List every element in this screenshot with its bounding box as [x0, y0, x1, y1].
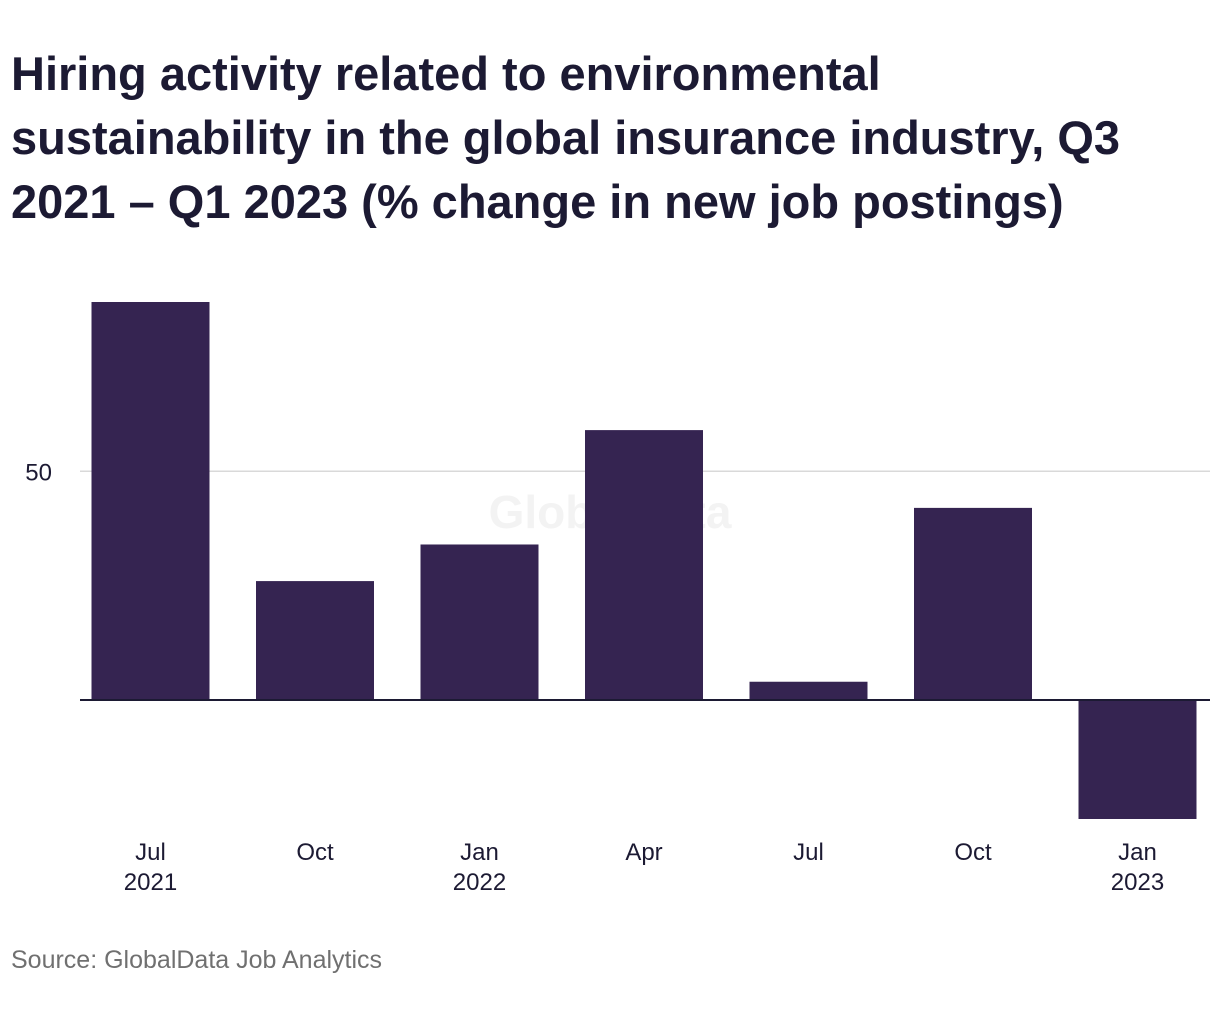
x-tick-year-label: 2021 [124, 869, 177, 896]
x-tick-year-label: 2023 [1111, 869, 1164, 896]
bar-0 [91, 302, 210, 701]
bar-6 [1078, 700, 1197, 819]
x-tick-label: Oct [296, 839, 334, 866]
x-tick-year-label: 2022 [453, 869, 506, 896]
bar-2 [420, 544, 539, 701]
source-note: Source: GlobalData Job Analytics [11, 946, 383, 974]
x-tick-label: Jul [135, 839, 166, 866]
chart-title: Hiring activity related to environmental… [11, 47, 1121, 228]
bar-4 [749, 681, 868, 701]
bar-1 [256, 581, 374, 701]
y-tick-label: 50 [25, 459, 52, 486]
x-axis-ticks: Jul 2021 Oct Jan 2022 Apr Jul Oct Jan 2023 [124, 839, 1164, 896]
x-tick-label: Apr [625, 839, 662, 866]
x-tick-label: Jan [460, 839, 499, 866]
bar-5 [914, 507, 1032, 701]
x-tick-label: Oct [954, 839, 992, 866]
x-tick-label: Jan [1118, 839, 1157, 866]
x-tick-label: Jul [793, 839, 824, 866]
bars [91, 302, 1197, 819]
bar-3 [585, 430, 703, 701]
